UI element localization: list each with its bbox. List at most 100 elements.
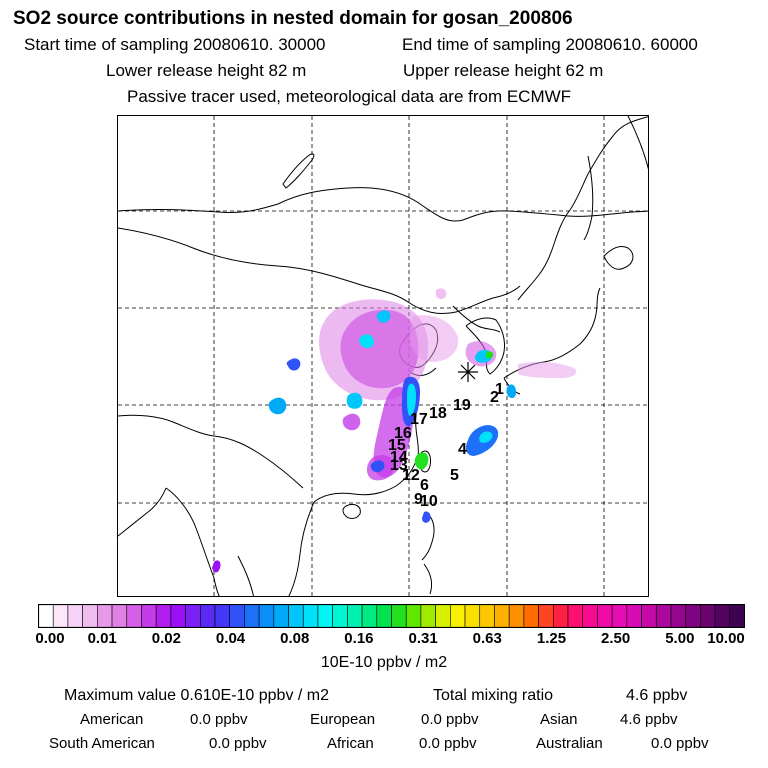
plume-north-china-outer [319, 299, 429, 401]
colorbar-swatch [273, 604, 289, 628]
region-name-african: African [327, 735, 374, 752]
colorbar-swatch [244, 604, 260, 628]
colorbar-swatch [38, 604, 54, 628]
point-label-6: 6 [420, 477, 429, 494]
colorbar-swatch [729, 604, 745, 628]
border-south-china [118, 414, 304, 489]
plume-west-3 [342, 413, 361, 431]
colorbar-swatch [508, 604, 525, 628]
colorbar-swatch [479, 604, 495, 628]
colorbar-swatch [317, 604, 333, 628]
island-sakhalin [583, 155, 594, 241]
colorbar-swatch [700, 604, 716, 628]
page-title: SO2 source contributions in nested domai… [13, 8, 573, 29]
point-label-17: 17 [410, 411, 428, 428]
colorbar-swatch [552, 604, 569, 628]
colorbar-swatch [435, 604, 451, 628]
colorbar-swatch [199, 604, 216, 628]
plume-center [346, 392, 363, 409]
colorbar-swatch [97, 604, 113, 628]
colorbar-swatch [141, 604, 157, 628]
colorbar-swatch [420, 604, 436, 628]
point-label-16: 16 [394, 425, 412, 442]
colorbar-swatch [685, 604, 701, 628]
region-value-australian: 0.0 ppbv [651, 735, 709, 752]
map-canvas: 1 2 4 5 6 9 10 12 13 14 15 16 17 18 19 [118, 116, 648, 596]
plume-korea-peak-core [486, 351, 494, 359]
region-value-asian: 4.6 ppbv [620, 711, 678, 728]
colorbar-swatch [111, 604, 128, 628]
border-mongolia-line [118, 227, 521, 315]
tracer-note: Passive tracer used, meteorological data… [127, 87, 572, 106]
point-label-2: 2 [490, 389, 499, 406]
point-label-14: 14 [390, 449, 408, 466]
colorbar-swatch [494, 604, 510, 628]
plume-fujian-core [479, 431, 493, 443]
plume-mongolia-east [436, 288, 447, 299]
border-north-line [118, 187, 648, 222]
colorbar-tick-label: 0.16 [344, 630, 374, 647]
lake-baikal-shape [282, 153, 315, 189]
coast-india [118, 487, 167, 537]
colorbar-swatch [288, 604, 304, 628]
point-label-18: 18 [429, 405, 447, 422]
plume-taiwan-strait [414, 452, 429, 470]
colorbar-frame [38, 604, 745, 628]
island-hokkaido [603, 245, 634, 270]
plume-japan-peak [506, 384, 516, 399]
colorbar-swatch [538, 604, 554, 628]
colorbar-swatch [611, 604, 628, 628]
colorbar-swatch [714, 604, 731, 628]
region-name-asian: Asian [540, 711, 578, 728]
colorbar-swatch [405, 604, 422, 628]
colorbar-swatch [464, 604, 481, 628]
point-label-12: 12 [402, 467, 420, 484]
colorbar-tick-label: 0.00 [35, 630, 65, 647]
colorbar-swatch [229, 604, 245, 628]
point-label-1: 1 [495, 381, 504, 398]
colorbar-unit-label: 10E-10 ppbv / m2 [320, 654, 448, 671]
region-value-european: 0.0 ppbv [421, 711, 479, 728]
region-name-european: European [310, 711, 376, 728]
total-mixing-label: Total mixing ratio [433, 687, 554, 704]
colorbar-swatch [185, 604, 201, 628]
start-time-label: Start time of sampling 20080610. 30000 [24, 35, 326, 54]
point-label-15: 15 [388, 437, 406, 454]
map-panel: 1 2 4 5 6 9 10 12 13 14 15 16 17 18 19 [117, 115, 649, 597]
colorbar-tick-label: 5.00 [665, 630, 695, 647]
plume-guangdong [370, 460, 385, 473]
plume-shanghai-core [407, 383, 416, 416]
colorbar [38, 604, 745, 628]
plume-japan [518, 361, 577, 378]
region-value-african: 0.0 ppbv [419, 735, 477, 752]
colorbar-swatch [82, 604, 98, 628]
point-label-10: 10 [420, 493, 438, 510]
max-value-label: Maximum value 0.610E-10 ppbv / m2 [64, 687, 330, 704]
island-hainan [342, 503, 361, 519]
colorbar-tick-label: 0.04 [215, 630, 246, 647]
plume-hebei [376, 310, 391, 323]
colorbar-swatch [450, 604, 466, 628]
region-name-american: American [80, 711, 144, 728]
colorbar-swatch [655, 604, 672, 628]
region-name-south-american: South American [49, 735, 155, 752]
graticule [118, 116, 648, 596]
coast-malay [237, 555, 255, 596]
colorbar-swatch [214, 604, 231, 628]
region-value-american: 0.0 ppbv [190, 711, 248, 728]
colorbar-swatch [567, 604, 584, 628]
point-label-9: 9 [414, 491, 423, 508]
colorbar-swatch [332, 604, 348, 628]
total-mixing-value: 4.6 ppbv [626, 687, 688, 704]
region-name-australian: Australian [536, 735, 603, 752]
colorbar-swatch [52, 604, 69, 628]
point-label-19: 19 [453, 397, 471, 414]
colorbar-swatch [376, 604, 392, 628]
plume-west-2 [268, 397, 287, 415]
colorbar-swatch [626, 604, 642, 628]
coast-russia-east [517, 116, 648, 301]
colorbar-swatch [155, 604, 172, 628]
point-label-5: 5 [450, 467, 459, 484]
colorbar-swatch [391, 604, 407, 628]
end-time-label: End time of sampling 20080610. 60000 [402, 35, 698, 54]
